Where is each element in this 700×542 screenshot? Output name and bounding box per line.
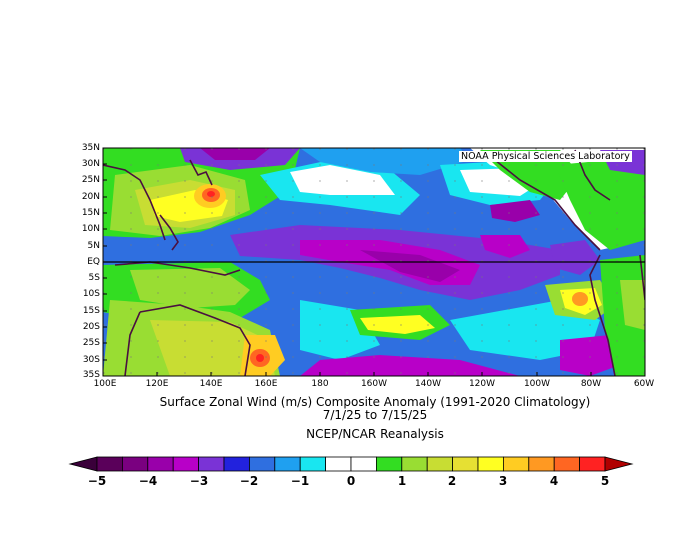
colorbar-label: −1 (290, 474, 310, 488)
lat-label: 25N (81, 175, 100, 185)
anomaly-field (103, 148, 645, 376)
lat-label: 25S (82, 338, 100, 348)
lon-label: 120E (145, 379, 169, 389)
data-source: NCEP/NCAR Reanalysis (306, 427, 444, 441)
colorbar-label: −3 (189, 474, 209, 488)
lat-label: 35N (81, 143, 100, 153)
colorbar-label: 1 (397, 474, 407, 488)
lat-label: 15S (82, 306, 100, 316)
colorbar-label: 0 (346, 474, 356, 488)
lon-label: 100E (93, 379, 117, 389)
lat-label: 35S (82, 370, 100, 380)
lat-label: 20N (81, 192, 100, 202)
lat-label: 30S (82, 355, 100, 365)
lon-label: 140W (414, 379, 442, 389)
date-range: 7/1/25 to 7/15/25 (322, 408, 428, 422)
colorbar-label: −2 (239, 474, 259, 488)
colorbar-label: 3 (498, 474, 508, 488)
colorbar-label: 4 (549, 474, 559, 488)
lon-label: 80W (580, 379, 602, 389)
lon-label: 160E (254, 379, 278, 389)
colorbar-label: 2 (447, 474, 457, 488)
lon-label: 180 (311, 379, 329, 389)
lat-label: 5N (87, 241, 100, 251)
lat-label: 20S (82, 322, 100, 332)
lat-label: 10N (81, 224, 100, 234)
lat-label: EQ (87, 257, 100, 267)
lon-label: 100W (523, 379, 551, 389)
credit-label: NOAA Physical Sciences Laboratory (459, 151, 632, 162)
lon-label: 120W (468, 379, 496, 389)
lat-label: 10S (82, 289, 100, 299)
lat-label: 5S (88, 273, 100, 283)
lon-label: 60W (633, 379, 655, 389)
colorbar-label: −5 (87, 474, 107, 488)
map-title: Surface Zonal Wind (m/s) Composite Anoma… (159, 395, 591, 409)
colorbar-label: 5 (600, 474, 610, 488)
lat-label: 30N (81, 159, 100, 169)
lat-label: 15N (81, 208, 100, 218)
colorbar (68, 456, 634, 472)
colorbar-label: −4 (138, 474, 158, 488)
lon-label: 160W (360, 379, 388, 389)
lon-label: 140E (199, 379, 223, 389)
